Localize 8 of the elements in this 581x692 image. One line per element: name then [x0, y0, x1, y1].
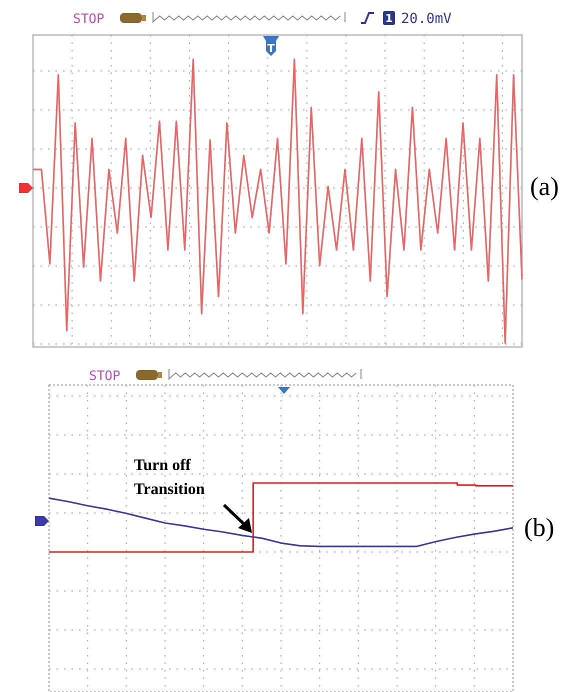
text: (b): [524, 513, 554, 542]
text: 1: [385, 12, 393, 25]
text: (a): [530, 172, 559, 201]
text: STOP: [73, 12, 104, 27]
text: T: [267, 42, 276, 55]
text: STOP: [89, 369, 120, 384]
annotation: Turn off Transition: [134, 457, 205, 498]
text: 20.0mV: [401, 11, 452, 27]
